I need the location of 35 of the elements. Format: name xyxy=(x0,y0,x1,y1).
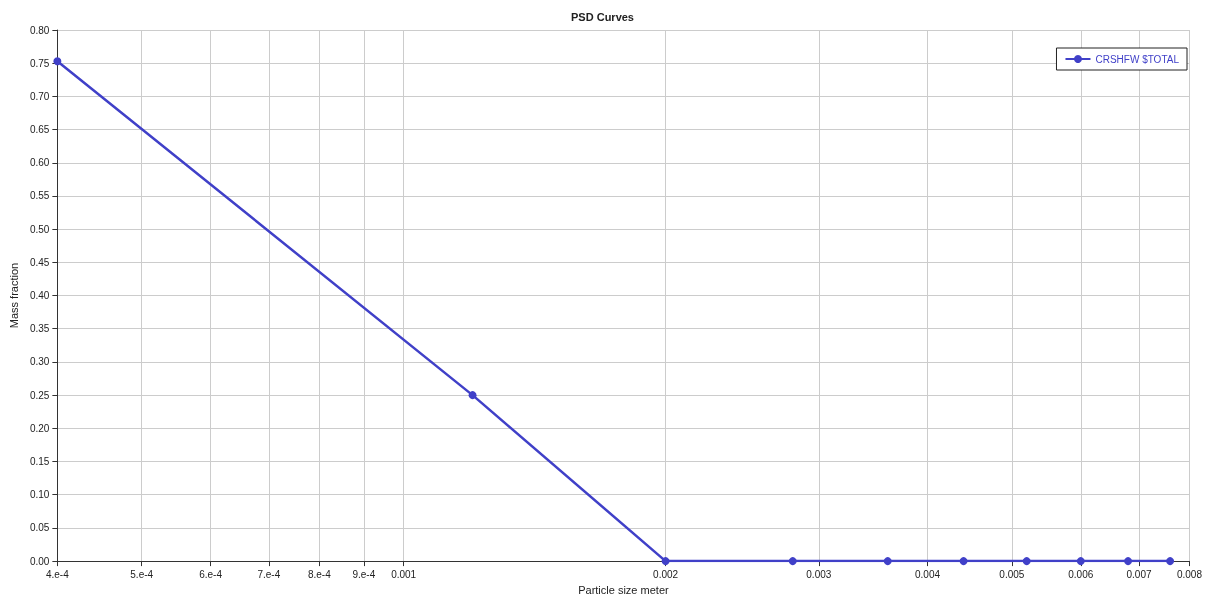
x-tick-label: 0.005 xyxy=(999,568,1025,580)
y-tick-label: 0.15 xyxy=(29,456,50,468)
y-tick-label: 0.50 xyxy=(29,223,50,235)
x-tick-label: 8.e-4 xyxy=(307,568,332,580)
y-tick-label: 0.65 xyxy=(29,124,50,136)
y-tick-label: 0.20 xyxy=(29,422,50,434)
x-tick-label: 6.e-4 xyxy=(199,568,223,580)
y-tick-label: 0.10 xyxy=(29,489,50,501)
y-tick-label: 0.60 xyxy=(29,157,50,169)
y-tick-label: 0.00 xyxy=(29,555,50,567)
y-axis-title: Mass fraction xyxy=(7,262,20,329)
y-tick-label: 0.30 xyxy=(29,356,50,368)
x-tick-label: 0.002 xyxy=(653,568,679,580)
x-tick-label: 9.e-4 xyxy=(352,568,376,580)
x-tick-label: 0.008 xyxy=(1176,568,1203,580)
x-tick-label: 0.004 xyxy=(915,568,941,580)
y-tick-label: 0.70 xyxy=(29,90,50,102)
x-tick-label: 0.003 xyxy=(806,568,832,580)
y-tick-label: 0.35 xyxy=(29,323,50,335)
x-tick-label: 0.001 xyxy=(391,568,417,580)
x-tick-label: 7.e-4 xyxy=(257,568,281,580)
y-tick-label: 0.25 xyxy=(29,389,50,401)
x-axis-title: Particle size meter xyxy=(578,583,669,596)
x-tick-label: 0.007 xyxy=(1126,568,1152,580)
x-tick-label: 5.e-4 xyxy=(130,568,154,580)
y-tick-label: 0.40 xyxy=(29,290,50,302)
y-tick-label: 0.45 xyxy=(29,256,50,268)
y-tick-label: 0.75 xyxy=(29,57,50,69)
x-tick-label: 4.e-4 xyxy=(45,568,70,580)
y-tick-label: 0.05 xyxy=(29,522,50,534)
y-tick-label: 0.80 xyxy=(29,24,50,36)
y-tick-label: 0.55 xyxy=(29,190,50,202)
chart-title: PSD Curves xyxy=(571,10,634,23)
legend-label: CRSHFW $TOTAL xyxy=(1095,53,1180,65)
x-tick-label: 0.006 xyxy=(1068,568,1094,580)
